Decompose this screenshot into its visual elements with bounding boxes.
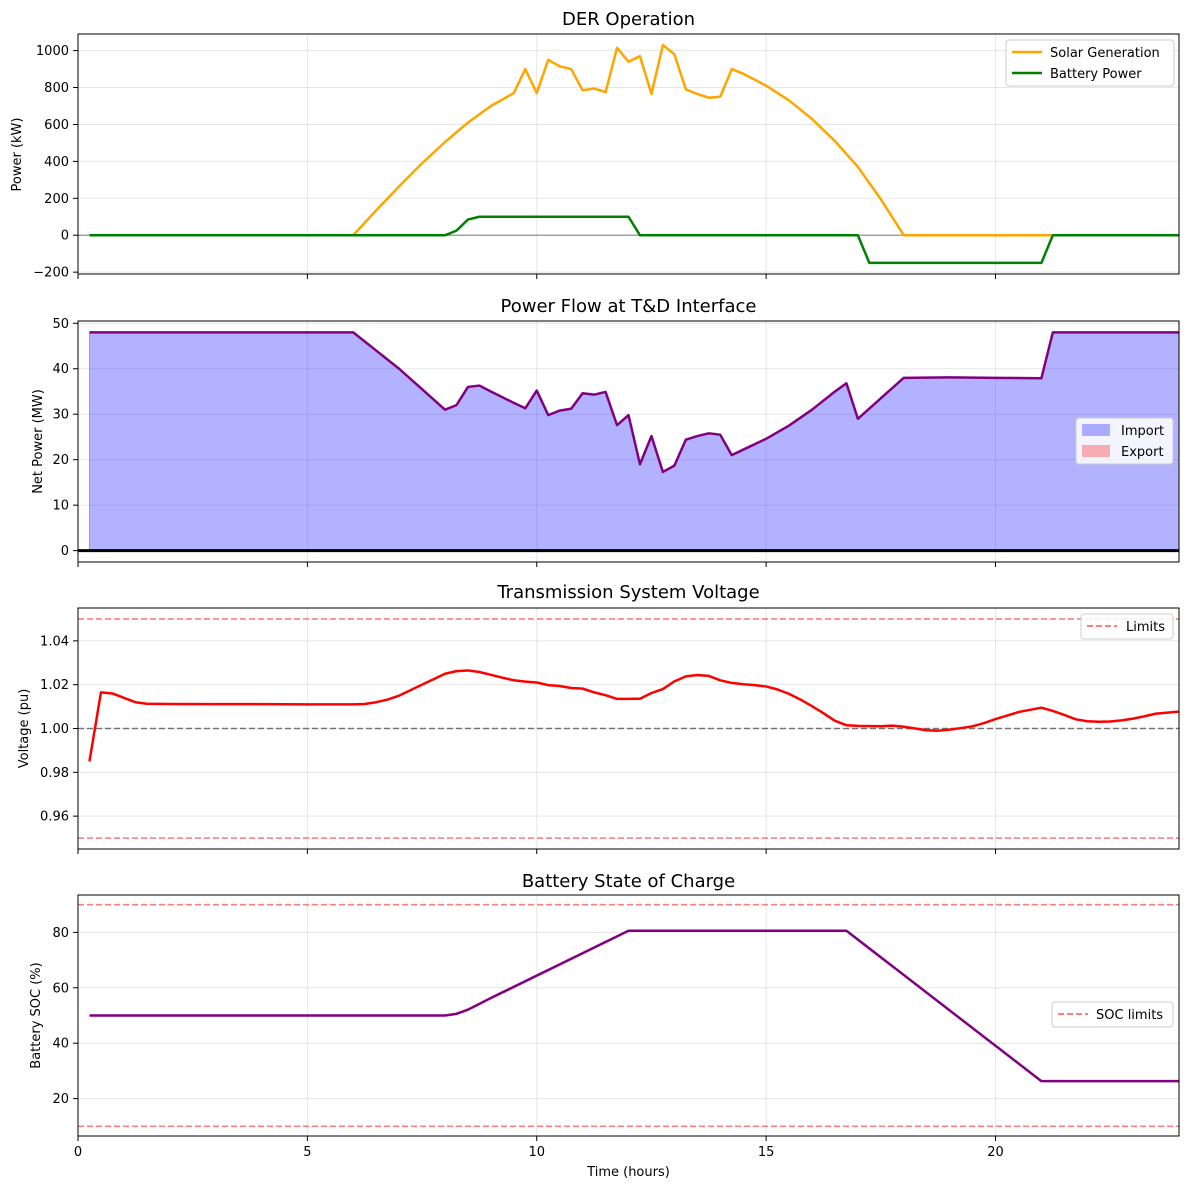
soc-frame — [77, 894, 1180, 1137]
solar-generation-legend-label: Solar Generation — [1050, 46, 1160, 61]
y-tick-label: 1.04 — [40, 634, 69, 649]
y-tick-label: 30 — [52, 408, 69, 423]
soc-xlabel: Time (hours) — [586, 1165, 670, 1180]
plot-clip-group — [78, 618, 1179, 839]
export-legend-label: Export — [1121, 445, 1164, 460]
power-flow-frame — [77, 320, 1180, 563]
der-operation-panel: DER Operation Power (kW) −200 0 200 400 600 8… — [10, 9, 1180, 281]
solar-generation-line — [89, 43, 1179, 237]
power-flow-title: Power Flow at T&D Interface — [501, 296, 757, 317]
y-tick-label: 40 — [52, 1037, 69, 1052]
y-tick-label: 1.02 — [40, 678, 69, 693]
power-flow-panel: Power Flow at T&D Interface Net Power (M… — [31, 296, 1180, 567]
y-tick-label: −200 — [33, 266, 69, 281]
y-tick-label: 0.96 — [40, 810, 69, 825]
y-tick-label: 1.00 — [40, 722, 69, 737]
soc-line — [89, 929, 1179, 1083]
voltage-frame — [77, 607, 1180, 850]
soc-legend-box — [1051, 1001, 1174, 1028]
battery-power-line — [89, 215, 1179, 265]
der-operation-legend: Solar Generation Battery Power — [1005, 39, 1175, 87]
plot-clip-group — [78, 331, 1179, 553]
soc-grid — [77, 895, 1179, 1136]
y-tick-label: 0.98 — [40, 766, 69, 781]
y-tick-label: 0 — [61, 544, 69, 559]
y-tick-label: 800 — [44, 81, 69, 96]
voltage-ylabel: Voltage (pu) — [17, 689, 32, 769]
x-tick-label: 5 — [303, 1145, 311, 1160]
soc-limits-legend-label: SOC limits — [1096, 1008, 1163, 1023]
limits-legend-label: Limits — [1126, 620, 1165, 635]
der-operation-title: DER Operation — [562, 9, 695, 30]
import-legend-swatch — [1082, 424, 1110, 436]
power-flow-plot-area — [78, 331, 1179, 553]
export-legend-swatch — [1082, 445, 1110, 457]
der-operation-plot-area — [78, 43, 1179, 265]
voltage-legend-box — [1080, 613, 1174, 640]
soc-panel: Battery State of Charge Battery SOC (%) … — [29, 871, 1180, 1180]
der-operation-ylabel: Power (kW) — [10, 118, 25, 192]
x-tick-label: 15 — [758, 1145, 775, 1160]
soc-plot-area — [78, 903, 1179, 1128]
y-tick-label: 80 — [52, 926, 69, 941]
soc-title: Battery State of Charge — [522, 871, 735, 892]
x-tick-label: 10 — [528, 1145, 545, 1160]
voltage-legend: Limits — [1080, 613, 1174, 640]
y-tick-label: 20 — [52, 453, 69, 468]
soc-legend: SOC limits — [1051, 1001, 1174, 1028]
y-tick-label: 0 — [61, 229, 69, 244]
power-flow-ylabel: Net Power (MW) — [31, 389, 46, 494]
der-operation-frame — [77, 33, 1180, 275]
y-tick-label: 400 — [44, 155, 69, 170]
net-power-line — [89, 331, 1179, 474]
y-tick-label: 20 — [52, 1092, 69, 1107]
der-operation-ticks: −200 0 200 400 600 800 1000 — [33, 44, 996, 281]
y-tick-label: 600 — [44, 118, 69, 133]
voltage-plot-area — [78, 618, 1179, 839]
y-tick-label: 40 — [52, 362, 69, 377]
der-operation-legend-box — [1005, 39, 1175, 87]
voltage-panel: Transmission System Voltage Voltage (pu)… — [17, 582, 1180, 854]
y-tick-label: 60 — [52, 981, 69, 996]
voltage-ticks: 0.96 0.98 1.00 1.02 1.04 — [40, 634, 996, 854]
plot-clip-group — [78, 43, 1179, 265]
import-legend-label: Import — [1121, 424, 1164, 439]
y-tick-label: 10 — [52, 499, 69, 514]
y-tick-label: 1000 — [36, 44, 69, 59]
y-tick-label: 200 — [44, 192, 69, 207]
plot-clip-group — [78, 903, 1179, 1128]
soc-ticks: 0 5 10 15 20 20 40 60 80 — [52, 926, 1003, 1160]
power-flow-legend: Import Export — [1075, 417, 1174, 465]
x-tick-label: 20 — [987, 1145, 1004, 1160]
y-tick-label: 50 — [52, 317, 69, 332]
power-flow-ticks: 0 10 20 30 40 50 — [52, 317, 996, 567]
x-tick-label: 0 — [74, 1145, 82, 1160]
voltage-title: Transmission System Voltage — [496, 582, 759, 603]
power-flow-legend-box — [1075, 417, 1174, 465]
battery-power-legend-label: Battery Power — [1050, 67, 1142, 82]
soc-ylabel: Battery SOC (%) — [29, 962, 44, 1068]
voltage-line — [88, 669, 1179, 762]
